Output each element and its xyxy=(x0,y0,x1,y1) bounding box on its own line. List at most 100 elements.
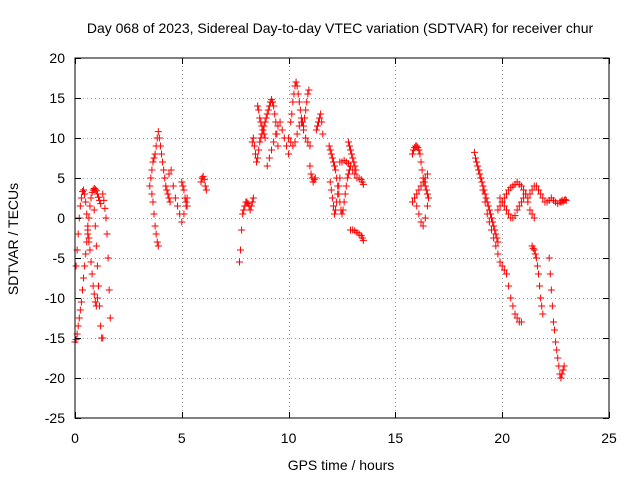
x-tick-labels: 0 5 10 15 20 25 xyxy=(71,430,617,446)
x-tick-label: 5 xyxy=(178,430,186,446)
data-point xyxy=(304,138,312,146)
data-point xyxy=(160,166,168,174)
data-point xyxy=(485,218,493,226)
data-point xyxy=(333,198,341,206)
data-point xyxy=(100,196,108,204)
data-point xyxy=(268,146,276,154)
data-point xyxy=(336,174,344,182)
data-point xyxy=(166,198,174,206)
data-point xyxy=(99,190,107,198)
data-point xyxy=(81,262,89,270)
data-point xyxy=(84,230,92,238)
data-point xyxy=(500,266,508,274)
x-tick-label: 0 xyxy=(71,430,79,446)
data-point xyxy=(498,198,506,206)
data-point xyxy=(260,130,268,138)
series-arc-4 xyxy=(90,206,107,342)
data-point xyxy=(200,176,208,184)
data-point xyxy=(347,146,355,154)
data-point xyxy=(92,242,100,250)
data-point xyxy=(82,250,90,258)
data-point xyxy=(270,102,278,110)
y-tick-labels: -25 -20 -15 -10 -5 0 5 10 15 20 xyxy=(45,50,65,426)
data-point xyxy=(77,298,85,306)
data-point xyxy=(562,196,570,204)
data-point xyxy=(325,142,333,150)
data-point xyxy=(517,182,525,190)
data-point xyxy=(326,146,334,154)
data-point xyxy=(93,294,101,302)
data-point xyxy=(331,162,339,170)
data-point xyxy=(272,130,280,138)
data-point xyxy=(539,310,547,318)
data-point xyxy=(338,210,346,218)
data-point xyxy=(258,122,266,130)
data-point xyxy=(291,138,299,146)
data-point xyxy=(481,198,489,206)
data-point xyxy=(422,186,430,194)
data-point xyxy=(502,270,510,278)
data-point xyxy=(488,214,496,222)
data-point xyxy=(103,230,111,238)
data-point xyxy=(536,282,544,290)
data-point xyxy=(328,154,336,162)
data-point xyxy=(183,202,191,210)
data-point xyxy=(165,170,173,178)
data-point xyxy=(530,214,538,222)
data-point xyxy=(289,142,297,150)
data-point xyxy=(81,190,89,198)
data-point xyxy=(292,78,300,86)
data-point xyxy=(262,114,270,122)
data-point xyxy=(94,193,102,201)
data-point xyxy=(287,118,295,126)
data-point xyxy=(78,286,86,294)
series-arc-12 xyxy=(248,96,282,166)
x-tick-label: 25 xyxy=(601,430,617,446)
data-point xyxy=(151,222,159,230)
series-arc-28 xyxy=(494,178,562,214)
data-point xyxy=(560,362,568,370)
series-arc-7 xyxy=(148,190,162,250)
data-point xyxy=(178,178,186,186)
data-point xyxy=(327,186,335,194)
data-point xyxy=(545,254,553,262)
series-arc-29 xyxy=(496,190,538,222)
data-point xyxy=(297,118,305,126)
data-point xyxy=(417,218,425,226)
data-point xyxy=(250,142,258,150)
data-point xyxy=(500,202,508,210)
series-arc-23 xyxy=(408,142,433,202)
data-point xyxy=(494,206,502,214)
data-point xyxy=(304,90,312,98)
data-point xyxy=(329,158,337,166)
data-point xyxy=(300,126,308,134)
data-point xyxy=(259,126,267,134)
data-point xyxy=(532,182,540,190)
data-point xyxy=(86,246,94,254)
data-point xyxy=(76,306,84,314)
series-arc-20 xyxy=(336,156,367,188)
data-point xyxy=(181,194,189,202)
data-point xyxy=(150,210,158,218)
data-point xyxy=(312,126,320,134)
data-point xyxy=(352,166,360,174)
data-point xyxy=(82,198,90,206)
data-point xyxy=(85,214,93,222)
data-point xyxy=(306,142,314,150)
series-arc-25 xyxy=(413,202,431,230)
data-point xyxy=(418,166,426,174)
data-point xyxy=(237,246,245,254)
series-arc-31 xyxy=(545,254,568,382)
series-arc-24 xyxy=(408,170,431,206)
data-point xyxy=(553,346,561,354)
data-point xyxy=(83,210,91,218)
data-point xyxy=(538,302,546,310)
data-point xyxy=(148,166,156,174)
data-point xyxy=(76,202,84,210)
data-point xyxy=(507,294,515,302)
data-point xyxy=(350,158,358,166)
data-point xyxy=(163,186,171,194)
data-point xyxy=(423,170,431,178)
data-point xyxy=(513,314,521,322)
data-point xyxy=(179,182,187,190)
